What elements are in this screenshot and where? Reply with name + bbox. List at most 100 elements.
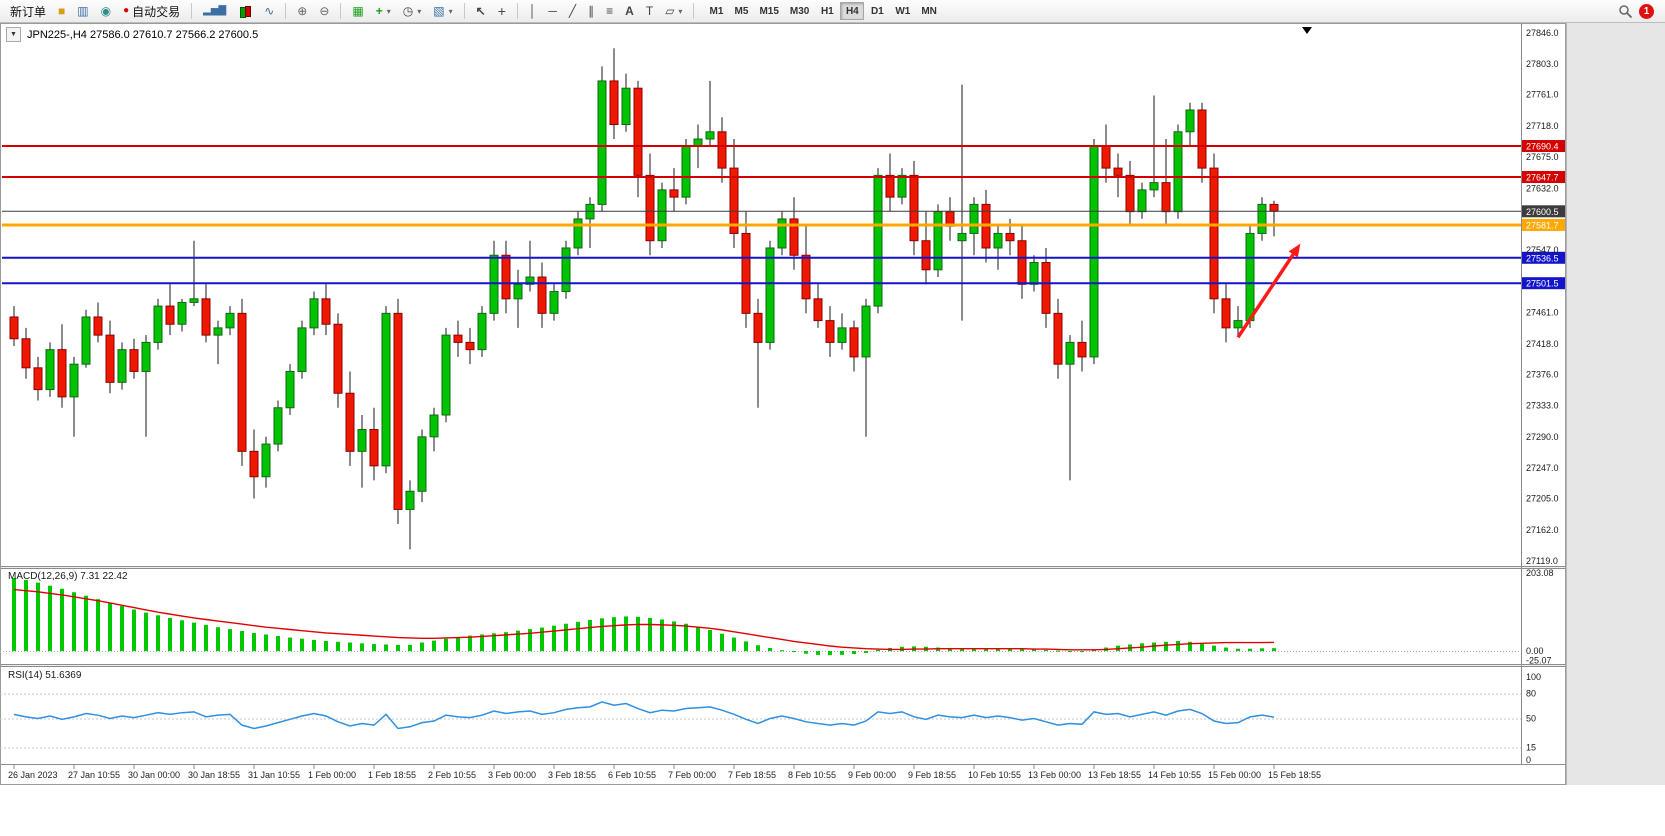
crosshair-button[interactable]: + (493, 2, 511, 21)
candle-down (1209, 167, 1219, 300)
gold-box-button[interactable]: ■ (53, 2, 70, 21)
chart-window: 27690.4 27647.7 27600.5 27581.7 27536.5 27501… (0, 23, 1566, 785)
cursor-button[interactable]: ↖ (471, 2, 491, 21)
rsi-panel: 100 80 50 15 0 (0, 672, 1541, 765)
macd-histogram-bar (96, 599, 100, 651)
macd-histogram-bar (852, 651, 856, 655)
toolbar-separator (463, 3, 465, 19)
zoom-in-button[interactable]: ⊕ (292, 2, 312, 21)
chevron-down-icon: ▾ (386, 6, 391, 16)
candle-up (261, 443, 271, 478)
search-icon[interactable] (1618, 4, 1633, 19)
chart-menu-button[interactable]: ▼ (6, 27, 21, 42)
rsi-axis-label: 80 (1526, 689, 1536, 699)
candle-down (609, 80, 619, 126)
fibonacci-button[interactable]: ≡ (601, 2, 618, 21)
new-order-button[interactable]: 新订单 (5, 2, 51, 21)
candle-up (117, 349, 127, 383)
chart-button[interactable]: ▥ (72, 2, 93, 21)
toolbar-separator (340, 3, 342, 19)
macd-histogram-bar (780, 650, 784, 652)
candle-down (1053, 312, 1063, 365)
channel-button[interactable]: ∥ (583, 2, 599, 21)
time-axis[interactable] (0, 765, 1566, 784)
price-tag (1522, 277, 1565, 290)
vertical-line-button[interactable]: │ (524, 2, 542, 21)
macd-histogram-bar (468, 635, 472, 651)
candle-down (741, 232, 751, 314)
price-tag-label: 27536.5 (1526, 253, 1559, 263)
price-tick-label: 27333.0 (1526, 401, 1559, 411)
timeframe-button-w1[interactable]: W1 (890, 2, 915, 20)
bar-chart-button[interactable]: ▂▅▇ (198, 2, 231, 21)
macd-histogram-bar (204, 624, 208, 651)
candle-up (177, 301, 187, 325)
globe-button[interactable]: ◉ (96, 2, 116, 21)
price-tick-label: 27461.0 (1526, 308, 1559, 318)
periods-button[interactable]: ◷ ▾ (398, 2, 427, 21)
trendline-button[interactable]: ╱ (564, 2, 581, 21)
macd-histogram-bar (312, 639, 316, 651)
rsi-line (13, 701, 1275, 730)
time-label: 15 Feb 00:00 (1208, 770, 1261, 780)
candle-down (465, 341, 475, 351)
candle-down (129, 349, 139, 372)
candle-up (189, 298, 199, 303)
candlestick-chart-button[interactable] (233, 2, 257, 21)
macd-histogram-bar (300, 638, 304, 651)
rsi-axis-label: 0 (1526, 755, 1531, 765)
rsi-axis-label: 100 (1526, 672, 1541, 682)
price-tick-label: 27205.0 (1526, 494, 1559, 504)
clock-icon: ◷ (402, 4, 414, 18)
timeframe-button-m15[interactable]: M15 (754, 2, 783, 20)
chart-canvas[interactable]: 27690.4 27647.7 27600.5 27581.7 27536.5 27501… (0, 23, 1566, 785)
shapes-button[interactable]: ▱ ▾ (660, 2, 687, 21)
macd-histogram-bar (864, 651, 868, 653)
price-tick-label: 27376.0 (1526, 369, 1559, 379)
autotrading-button[interactable]: ● 自动交易 (118, 2, 185, 21)
price-tick-label: 27718.0 (1526, 121, 1559, 131)
tile-windows-button[interactable]: ▦ (347, 2, 368, 21)
candle-down (801, 254, 811, 300)
macd-histogram-bar (720, 633, 724, 651)
candle-down (1197, 109, 1207, 169)
timeframe-button-h1[interactable]: H1 (815, 2, 839, 20)
macd-histogram-bar (636, 616, 640, 651)
macd-histogram-bar (576, 621, 580, 651)
rsi-axis-label: 15 (1526, 743, 1536, 753)
line-chart-button[interactable]: ∿ (259, 2, 279, 21)
price-tag-label: 27581.7 (1526, 220, 1559, 230)
candle-up (549, 291, 559, 314)
horizontal-line-button[interactable]: ─ (543, 2, 562, 21)
candle-up (1149, 182, 1159, 191)
candle-up (597, 80, 607, 205)
timeframe-button-m1[interactable]: M1 (704, 2, 728, 20)
trend-arrow[interactable] (1236, 253, 1295, 339)
zoom-out-icon: ⊖ (319, 4, 330, 18)
text-tool-button[interactable]: A (620, 2, 639, 21)
timeframe-button-h4[interactable]: H4 (840, 2, 865, 20)
zoom-out-button[interactable]: ⊖ (314, 2, 334, 21)
macd-histogram-bar (1068, 651, 1072, 652)
timeframe-button-mn[interactable]: MN (916, 2, 942, 20)
macd-histogram-bar (492, 633, 496, 651)
notification-badge[interactable]: 1 (1639, 3, 1654, 19)
price-tick-label: 27632.0 (1526, 183, 1559, 193)
macd-histogram-bar (792, 651, 796, 653)
templates-button[interactable]: ▧ ▾ (428, 2, 457, 21)
price-scale[interactable] (1522, 23, 1566, 764)
candle-up (561, 247, 571, 293)
candle-down (669, 189, 679, 198)
candle-up (765, 247, 775, 343)
bar-chart-icon: ▂▅▇ (203, 5, 227, 16)
indicators-button[interactable]: + ▾ (371, 2, 396, 21)
timeframe-button-m30[interactable]: M30 (785, 2, 814, 20)
macd-histogram-bar (588, 619, 592, 651)
macd-histogram-bar (612, 617, 616, 651)
horizontal-line-icon: ─ (548, 4, 557, 18)
price-tick-label: 27846.0 (1526, 28, 1559, 38)
label-tool-button[interactable]: T (641, 2, 658, 21)
candlestick-chart-icon (238, 5, 252, 18)
timeframe-button-d1[interactable]: D1 (865, 2, 889, 20)
timeframe-button-m5[interactable]: M5 (729, 2, 753, 20)
